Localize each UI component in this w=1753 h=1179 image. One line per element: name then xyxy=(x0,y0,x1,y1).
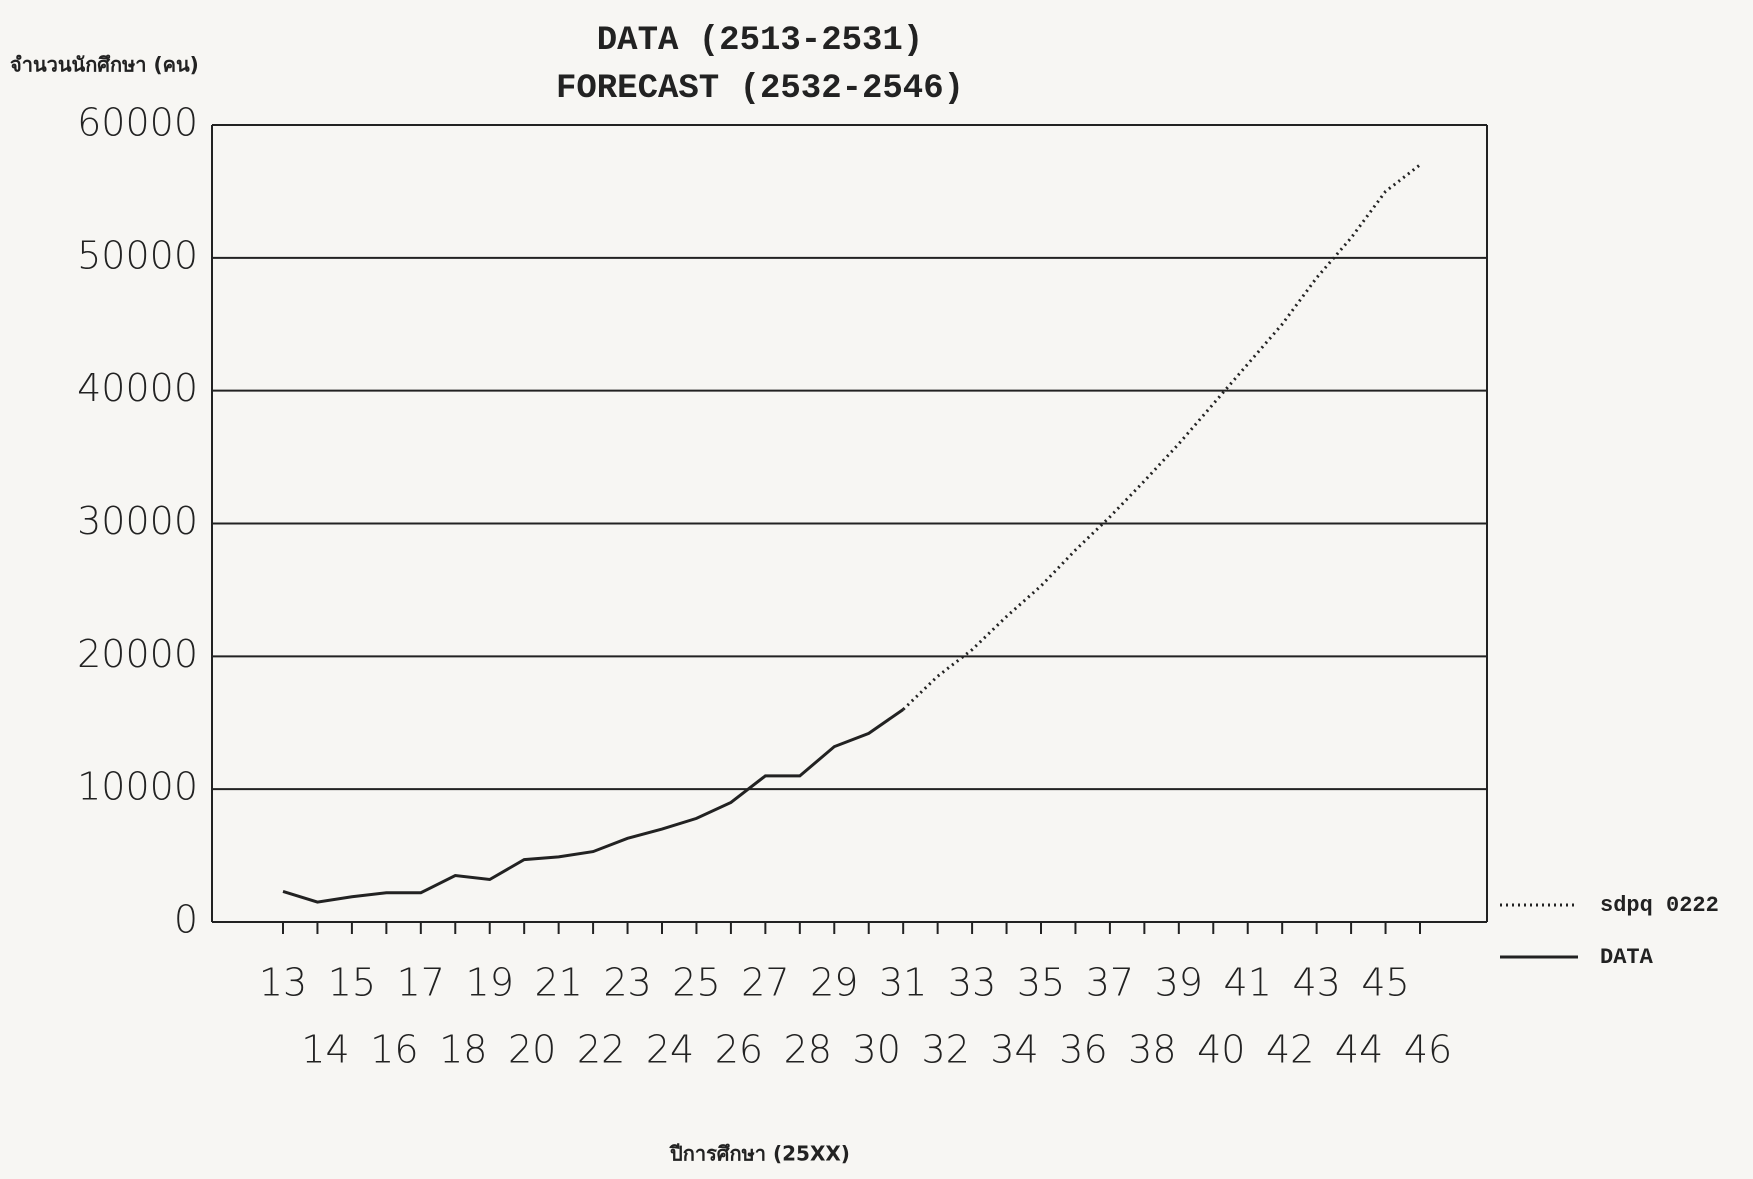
x-tick-label: 17 xyxy=(397,961,445,1005)
x-tick-label: 43 xyxy=(1292,961,1340,1005)
x-tick-label: 44 xyxy=(1335,1028,1383,1072)
x-tick-label: 40 xyxy=(1197,1028,1245,1072)
x-tick-label: 22 xyxy=(577,1028,625,1072)
y-tick-label: 10000 xyxy=(77,765,198,809)
x-tick-label: 36 xyxy=(1059,1028,1107,1072)
x-tick-label: 45 xyxy=(1361,961,1409,1005)
x-axis-label: ปีการศึกษา (25XX) xyxy=(669,1142,850,1166)
y-tick-label: 60000 xyxy=(77,101,198,145)
x-tick-label: 21 xyxy=(534,961,582,1005)
x-tick-label: 23 xyxy=(603,961,651,1005)
series-line xyxy=(902,163,1421,711)
chart-title: DATA (2513-2531) xyxy=(597,22,923,60)
x-tick-label: 26 xyxy=(715,1028,763,1072)
x-tick-label: 24 xyxy=(646,1028,694,1072)
y-tick-label: 40000 xyxy=(77,366,198,410)
x-tick-label: 33 xyxy=(948,961,996,1005)
series-line xyxy=(282,708,905,904)
x-tick-label: 28 xyxy=(784,1028,832,1072)
y-tick-label: 50000 xyxy=(77,233,198,277)
x-tick-label: 41 xyxy=(1224,961,1272,1005)
x-tick-label: 31 xyxy=(879,961,927,1005)
y-tick-label: 20000 xyxy=(77,632,198,676)
x-tick-label: 14 xyxy=(301,1028,349,1072)
x-tick-label: 35 xyxy=(1017,961,1065,1005)
x-tick-label: 42 xyxy=(1266,1028,1314,1072)
x-tick-label: 37 xyxy=(1086,961,1134,1005)
x-tick-label: 15 xyxy=(328,961,376,1005)
x-tick-label: 34 xyxy=(990,1028,1038,1072)
x-tick-label: 18 xyxy=(439,1028,487,1072)
y-axis-label: จำนวนนักศึกษา (คน) xyxy=(10,53,199,77)
x-tick-label: 19 xyxy=(466,961,514,1005)
chart-subtitle: FORECAST (2532-2546) xyxy=(556,70,964,108)
x-tick-label: 38 xyxy=(1128,1028,1176,1072)
x-tick-label: 30 xyxy=(853,1028,901,1072)
x-tick-label: 16 xyxy=(370,1028,418,1072)
x-tick-label: 29 xyxy=(810,961,858,1005)
x-tick-label: 39 xyxy=(1155,961,1203,1005)
x-tick-label: 25 xyxy=(672,961,720,1005)
x-tick-label: 32 xyxy=(921,1028,969,1072)
legend-label: sdpq 0222 xyxy=(1600,893,1719,918)
x-tick-label: 46 xyxy=(1404,1028,1452,1072)
x-tick-label: 27 xyxy=(741,961,789,1005)
x-tick-label: 20 xyxy=(508,1028,556,1072)
y-tick-label: 30000 xyxy=(77,499,198,543)
x-tick-label: 13 xyxy=(259,961,307,1005)
y-tick-label: 0 xyxy=(174,898,198,942)
legend-label: DATA xyxy=(1600,945,1654,970)
